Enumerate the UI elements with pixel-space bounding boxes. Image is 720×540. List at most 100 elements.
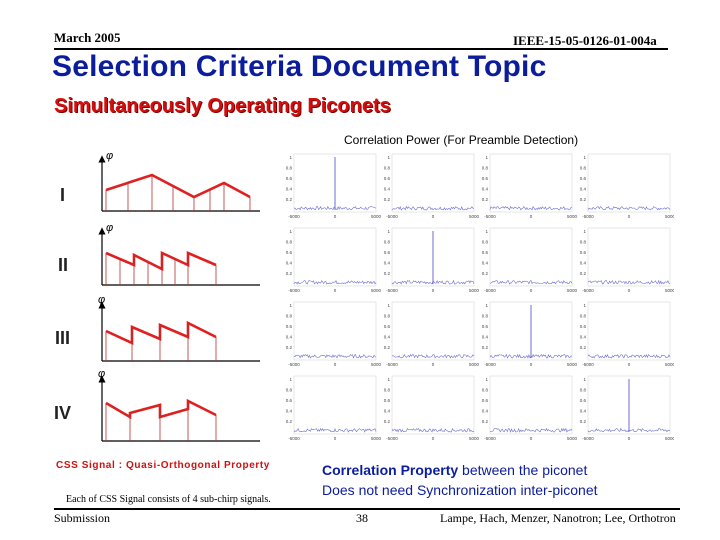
slide-subtitle: Simultaneously Operating Piconets <box>54 95 391 117</box>
tick-label: -5000 <box>484 362 496 367</box>
tick-label: 1 <box>583 303 586 308</box>
correlation-title: Correlation Power (For Preamble Detectio… <box>344 133 579 147</box>
correlation-plot-r3-c1: 1 0.8 0.6 0.4 0.2 -5000 0 5000 <box>286 301 382 367</box>
tick-label: 0.4 <box>384 409 391 414</box>
tick-label: 0.2 <box>580 345 587 350</box>
tick-label: 1 <box>387 377 390 382</box>
tick-label: 0 <box>530 362 533 367</box>
correlation-plot-r3-c2: 1 0.8 0.6 0.4 0.2 -5000 0 5000 <box>384 301 480 367</box>
tick-label: 0.2 <box>482 197 489 202</box>
tick-label: 0.2 <box>384 197 391 202</box>
correlation-plot-r3-c4: 1 0.8 0.6 0.4 0.2 -5000 0 5000 <box>580 301 674 367</box>
tick-label: 5000 <box>665 362 674 367</box>
tick-label: 0 <box>628 362 631 367</box>
tick-label: -5000 <box>288 436 300 441</box>
tick-label: 5000 <box>371 362 382 367</box>
tick-label: 1 <box>485 303 488 308</box>
property-bold: Correlation Property <box>322 462 459 478</box>
correlation-plot-r1-c1: 1 0.8 0.6 0.4 0.2 -5000 0 5000 <box>286 153 382 219</box>
tick-label: 0.2 <box>384 271 391 276</box>
tick-label: 0.2 <box>580 419 587 424</box>
tick-label: 0.2 <box>482 419 489 424</box>
tick-label: 1 <box>583 229 586 234</box>
tick-label: -5000 <box>288 288 300 293</box>
tick-label: 0.8 <box>384 388 391 393</box>
correlation-plot-r4-c4: 1 0.8 0.6 0.4 0.2 -5000 0 5000 <box>580 375 674 441</box>
tick-label: 1 <box>289 377 292 382</box>
tick-label: 0 <box>530 436 533 441</box>
correlation-plot-r2-c2: 1 0.8 0.6 0.4 0.2 -5000 0 5000 <box>384 227 480 293</box>
tick-label: 0.4 <box>580 187 587 192</box>
tick-label: 1 <box>583 377 586 382</box>
tick-label: 5000 <box>469 214 480 219</box>
tick-label: 0.8 <box>286 166 293 171</box>
tick-label: 0.6 <box>286 250 293 255</box>
tick-label: 0.4 <box>482 261 489 266</box>
tick-label: 0.8 <box>286 388 293 393</box>
row-label-1: I <box>60 185 66 205</box>
correlation-noise-series <box>489 205 573 211</box>
row-label-3: III <box>55 328 71 348</box>
tick-label: 0.4 <box>286 409 293 414</box>
tick-label: 0 <box>334 214 337 219</box>
footer-authors: Lampe, Hach, Menzer, Nanotron; Lee, Orth… <box>440 511 676 525</box>
chirp-diagrams: φ φ φ <box>98 150 260 442</box>
header-rule <box>54 48 668 50</box>
tick-label: 0 <box>628 436 631 441</box>
tick-label: 0.6 <box>384 176 391 181</box>
tick-label: 0 <box>334 436 337 441</box>
svg-text:φ: φ <box>106 222 113 234</box>
tick-label: 0.4 <box>482 409 489 414</box>
slide-title: Selection Criteria Document Topic <box>52 50 547 83</box>
tick-label: 0.6 <box>482 398 489 403</box>
tick-label: 0 <box>628 214 631 219</box>
tick-label: 0.2 <box>482 271 489 276</box>
footer-rule <box>54 508 680 510</box>
chirp-diagram-4: φ <box>98 368 260 442</box>
tick-label: -5000 <box>288 362 300 367</box>
property-line-2: Does not need Synchronization inter-pico… <box>322 482 598 498</box>
tick-label: -5000 <box>582 362 594 367</box>
tick-label: -5000 <box>484 436 496 441</box>
correlation-noise-series <box>391 353 475 359</box>
footer-page-number: 38 <box>356 511 368 525</box>
tick-label: 0.2 <box>580 197 587 202</box>
tick-label: 0.6 <box>384 324 391 329</box>
tick-label: 5000 <box>469 288 480 293</box>
tick-label: -5000 <box>582 436 594 441</box>
tick-label: 1 <box>583 155 586 160</box>
tick-label: 0 <box>334 288 337 293</box>
tick-label: 0.4 <box>286 335 293 340</box>
tick-label: 0.2 <box>286 345 293 350</box>
tick-label: 5000 <box>469 436 480 441</box>
correlation-plot-r3-c3: 1 0.8 0.6 0.4 0.2 -5000 0 5000 <box>482 301 578 367</box>
chirp-diagram-2: φ <box>98 222 260 286</box>
correlation-plot-r1-c2: 1 0.8 0.6 0.4 0.2 -5000 0 5000 <box>384 153 480 219</box>
tick-label: 0.6 <box>580 324 587 329</box>
tick-label: 0.6 <box>482 176 489 181</box>
css-signal-note: Each of CSS Signal consists of 4 sub-chi… <box>66 494 271 505</box>
tick-label: 5000 <box>371 288 382 293</box>
tick-label: 0.8 <box>384 240 391 245</box>
tick-label: 1 <box>289 303 292 308</box>
tick-label: -5000 <box>386 288 398 293</box>
tick-label: 0.2 <box>286 271 293 276</box>
tick-label: 0.8 <box>482 388 489 393</box>
tick-label: -5000 <box>386 214 398 219</box>
tick-label: 0.4 <box>580 409 587 414</box>
tick-label: 0.2 <box>384 419 391 424</box>
tick-label: 0.6 <box>580 250 587 255</box>
tick-label: 0.8 <box>580 314 587 319</box>
tick-label: 0.8 <box>580 388 587 393</box>
tick-label: -5000 <box>582 214 594 219</box>
correlation-noise-series <box>293 354 377 359</box>
tick-label: 0.6 <box>384 398 391 403</box>
correlation-plot-r1-c4: 1 0.8 0.6 0.4 0.2 -5000 0 5000 <box>580 153 674 219</box>
correlation-plot-r1-c3: 1 0.8 0.6 0.4 0.2 -5000 0 5000 <box>482 153 578 219</box>
correlation-noise-series <box>587 279 671 285</box>
tick-label: 0.6 <box>482 250 489 255</box>
chirp-diagram-3: φ <box>98 294 260 362</box>
tick-label: 0.4 <box>286 261 293 266</box>
correlation-noise-series <box>587 206 671 211</box>
tick-label: 0.6 <box>286 324 293 329</box>
